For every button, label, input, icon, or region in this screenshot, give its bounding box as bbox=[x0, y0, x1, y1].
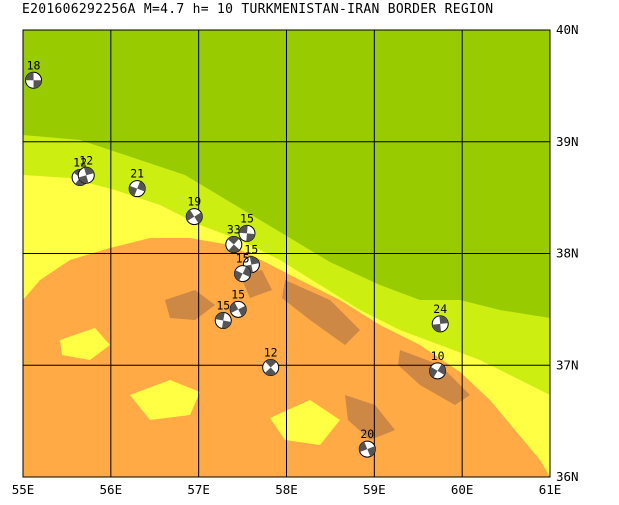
lon-tick-label: 60E bbox=[451, 482, 474, 497]
beachball-quadrant bbox=[129, 185, 138, 197]
focal-mechanism: 15 bbox=[214, 299, 232, 330]
beachball-quadrant bbox=[242, 266, 251, 278]
beachball-quadrant bbox=[215, 312, 225, 321]
beachball-quadrant bbox=[439, 315, 449, 324]
focal-mechanism: 21 bbox=[128, 167, 146, 198]
lat-tick-label: 37N bbox=[556, 357, 579, 372]
focal-mechanism: 18 bbox=[25, 58, 43, 89]
beachball-quadrant bbox=[238, 305, 247, 317]
lon-tick-label: 57E bbox=[187, 482, 210, 497]
beachball-quadrant bbox=[84, 167, 94, 176]
depth-label: 10 bbox=[431, 349, 445, 363]
longitude-labels: 55E 56E 57E 58E 59E 60E 61E bbox=[12, 482, 562, 497]
lat-tick-label: 38N bbox=[556, 246, 579, 261]
beachball-quadrant bbox=[227, 236, 240, 245]
beachball-quadrant bbox=[33, 80, 42, 89]
beachball-quadrant bbox=[228, 244, 240, 253]
beachball-quadrant bbox=[359, 441, 368, 453]
map-title: E201606292256A M=4.7 h= 10 TURKMENISTAN-… bbox=[22, 2, 494, 17]
focal-mechanism: 10 bbox=[429, 349, 447, 380]
beachball-quadrant bbox=[264, 367, 277, 376]
beachball-quadrant bbox=[265, 359, 277, 368]
peak-ridge bbox=[345, 395, 395, 440]
peak-ridge bbox=[282, 280, 360, 345]
peak-ridge bbox=[165, 290, 215, 320]
focal-mechanism: 15 bbox=[229, 287, 247, 318]
beachball-quadrant bbox=[437, 363, 446, 375]
beachball-quadrant bbox=[221, 320, 232, 329]
beachball-quadrant bbox=[78, 175, 89, 184]
depth-label: 15 bbox=[216, 299, 230, 313]
beachball-quadrant bbox=[186, 209, 195, 221]
depth-label: 15 bbox=[236, 252, 250, 266]
depth-label: 12 bbox=[79, 153, 93, 167]
focal-mechanism: 20 bbox=[358, 427, 376, 458]
lon-tick-label: 61E bbox=[539, 482, 562, 497]
latitude-labels: 36N 37N 38N 39N 40N bbox=[556, 22, 579, 484]
lat-tick-label: 39N bbox=[556, 134, 579, 149]
depth-label: 19 bbox=[187, 195, 201, 209]
depth-label: 18 bbox=[27, 58, 41, 72]
depth-label: 12 bbox=[264, 345, 278, 359]
focal-mechanism: 15 bbox=[238, 211, 256, 242]
lon-tick-label: 59E bbox=[363, 482, 386, 497]
depth-label: 24 bbox=[433, 302, 447, 316]
beachball-quadrant bbox=[239, 225, 248, 234]
beachball-quadrant bbox=[367, 446, 376, 457]
upland-patch bbox=[60, 328, 110, 360]
beachball-quadrant bbox=[246, 233, 255, 242]
graticule bbox=[23, 30, 550, 477]
focal-mechanism: 12 bbox=[262, 345, 280, 376]
lat-tick-label: 36N bbox=[556, 469, 579, 484]
lon-tick-label: 56E bbox=[100, 482, 123, 497]
beachball-quadrant bbox=[194, 212, 203, 224]
beachball-quadrant bbox=[432, 323, 442, 332]
upland-patch bbox=[270, 400, 340, 445]
beachball-quadrant bbox=[429, 366, 438, 378]
depth-label: 12 bbox=[73, 156, 87, 170]
beachball-quadrant bbox=[137, 181, 146, 192]
beachball-quadrant bbox=[230, 302, 239, 314]
upland-patch bbox=[130, 380, 200, 420]
depth-label: 15 bbox=[244, 243, 258, 257]
lat-tick-label: 40N bbox=[556, 22, 579, 37]
beachball-quadrant bbox=[25, 72, 34, 81]
beachball-quadrant bbox=[234, 270, 243, 281]
lon-tick-label: 55E bbox=[12, 482, 35, 497]
depth-label: 20 bbox=[360, 427, 374, 441]
focal-mechanism: 24 bbox=[431, 302, 449, 333]
lon-tick-label: 58E bbox=[275, 482, 298, 497]
focal-mechanism: 15 bbox=[234, 252, 252, 283]
depth-label: 21 bbox=[130, 167, 144, 181]
focal-mechanism: 19 bbox=[185, 195, 203, 226]
depth-label: 15 bbox=[240, 211, 254, 225]
map-frame bbox=[22, 29, 551, 478]
focal-mechanism: 12 bbox=[77, 153, 95, 184]
depth-label: 33 bbox=[227, 223, 241, 237]
beachball-quadrant bbox=[249, 256, 260, 265]
focal-mechanism: 33 bbox=[225, 223, 243, 254]
depth-label: 15 bbox=[231, 287, 245, 301]
